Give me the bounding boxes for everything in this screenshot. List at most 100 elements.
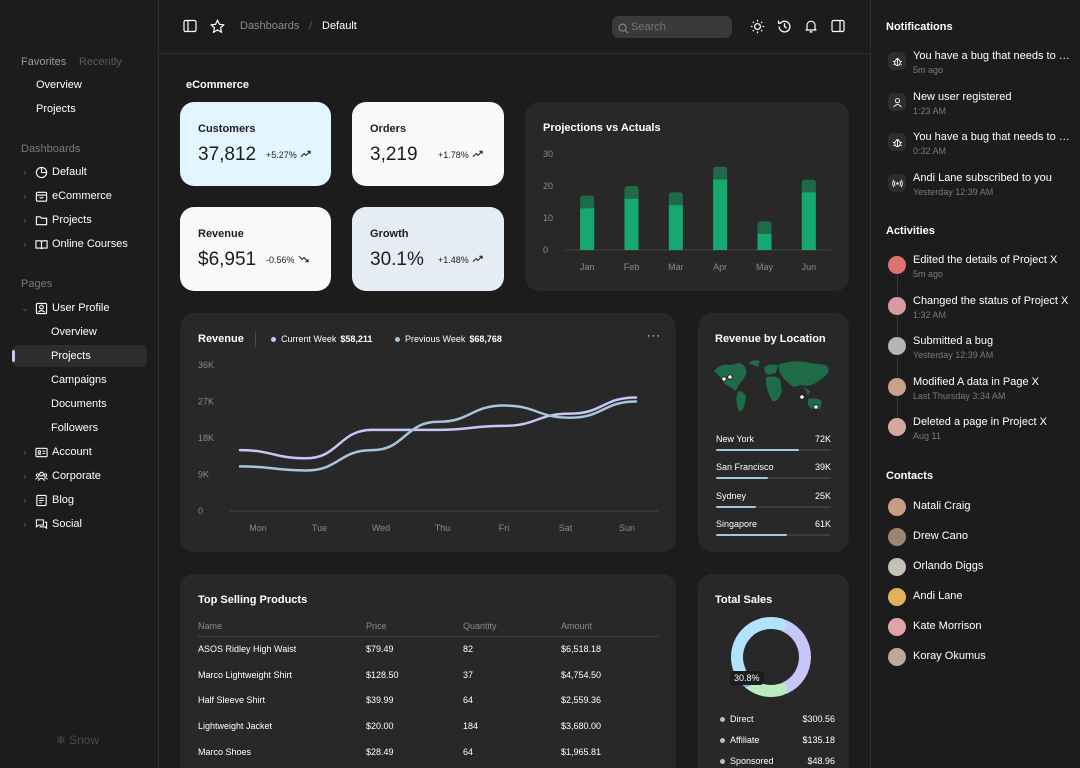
chevron-down-icon: ⌄ [21,302,29,313]
table-row[interactable]: Lightweight Jacket $20.00 184 $3,680.00 [198,713,659,739]
sidebar-item-account[interactable]: › Account [0,441,146,463]
sidebar-item-blog[interactable]: › Blog [0,489,146,511]
notification-item[interactable]: New user registered 1:23 AM [886,91,1076,127]
sidebar-item-label: Documents [51,398,107,410]
legend-sponsored: Sponsored $48.96 [720,756,835,766]
stat-label: Customers [198,123,256,135]
contact-name: Koray Okumus [913,650,986,662]
notification-item[interactable]: You have a bug that needs to be fixed 5m… [886,50,1076,86]
table-row[interactable]: ASOS Ridley High Waist $79.49 82 $6,518.18 [198,636,659,662]
notification-text: You have a bug that needs to be fixed [913,50,1075,62]
stat-card-customers[interactable]: Customers 37,812 +5.27% [180,102,331,186]
notification-item[interactable]: Andi Lane subscribed to you Yesterday 12… [886,172,1076,208]
stat-label: Growth [370,228,409,240]
chevron-right-icon: › [23,495,27,505]
column-header[interactable]: Price [366,616,463,637]
table-row[interactable]: Marco Lightweight Shirt $128.50 37 $4,754.5… [198,662,659,688]
contact-item[interactable]: Natali Craig [886,497,1076,517]
contact-name: Drew Cano [913,530,969,542]
activity-time: Aug 11 [913,431,941,441]
sidebar-item-projects[interactable]: › Projects [0,209,146,231]
favorite-overview[interactable]: Overview [0,74,146,96]
search-input[interactable] [631,19,726,35]
sun-icon[interactable] [749,18,765,34]
sidebar-item-corporate[interactable]: › Corporate [0,465,146,487]
search-box[interactable] [612,16,732,38]
contact-item[interactable]: Kate Morrison [886,617,1076,637]
sidebar-item-default[interactable]: › Default [0,161,146,183]
x-tick-label: May [756,262,774,272]
book-open-icon [34,237,48,251]
donut-slice [731,617,787,676]
more-options-icon[interactable]: ··· [647,330,661,342]
activity-item[interactable]: Deleted a page in Project X Aug 11 [886,416,1076,452]
notification-time: 1:23 AM [913,106,947,116]
divider [255,331,256,347]
stat-change: -0.56% [266,255,309,265]
notification-item[interactable]: You have a bug that needs to be fixed 0:… [886,131,1076,167]
chevron-right-icon: › [23,519,27,529]
history-icon[interactable] [776,18,792,34]
activity-item[interactable]: Edited the details of Project X 5m ago [886,254,1076,290]
trend-down-icon [298,255,309,265]
sidebar-subitem-campaigns[interactable]: Campaigns [0,369,146,391]
activity-time: 1:32 AM [913,310,947,320]
y-tick-label: 9K [198,470,209,480]
stat-card-growth[interactable]: Growth 30.1% +1.48% [352,207,504,291]
contact-item[interactable]: Andi Lane [886,587,1076,607]
sidebar-item-ecommerce[interactable]: › eCommerce [0,185,146,207]
column-header[interactable]: Amount [561,616,659,637]
activity-item[interactable]: Modified A data in Page X Last Thursday … [886,376,1076,412]
sidebar-subitem-followers[interactable]: Followers [0,417,146,439]
sidebar-subitem-projects[interactable]: Projects [12,345,147,367]
sidebar-item-user-profile[interactable]: ⌄ User Profile [0,297,146,319]
contact-item[interactable]: Koray Okumus [886,647,1076,667]
bar [668,205,683,250]
contacts-title: Contacts [886,470,934,482]
stat-card-revenue[interactable]: Revenue $6,951 -0.56% [180,207,331,291]
sidebar-item-label: User Profile [52,302,110,314]
total-sales-card: Total Sales 30.8% Direct $300.56 Affiliat… [698,574,849,768]
sidebar-item-label: Followers [51,422,99,434]
y-tick-label: 18K [198,433,214,443]
legend-dot [271,336,276,342]
tab-favorites[interactable]: Favorites [21,56,67,68]
x-tick-label: Jan [580,262,595,272]
tab-recently[interactable]: Recently [79,56,122,68]
notification-text: Andi Lane subscribed to you [913,172,1052,184]
y-tick-label: 36K [198,360,214,370]
card-title: Top Selling Products [198,594,308,606]
document-icon [34,493,48,507]
location-bar [716,449,831,451]
search-icon [618,21,629,39]
stat-label: Revenue [198,228,244,240]
column-header[interactable]: Quantity [463,616,561,637]
contact-item[interactable]: Orlando Diggs [886,557,1076,577]
sidebar-item-social[interactable]: › Social [0,513,146,535]
activity-item[interactable]: Changed the status of Project X 1:32 AM [886,295,1076,331]
avatar [888,588,906,606]
sidebar-toggle-icon[interactable] [182,18,198,34]
legend-value: $300.56 [802,714,835,724]
panel-toggle-icon[interactable] [830,18,846,34]
column-header[interactable]: Name [198,616,366,637]
sidebar-subitem-overview[interactable]: Overview [0,321,146,343]
stat-card-orders[interactable]: Orders 3,219 +1.78% [352,102,504,186]
x-tick-label: Jun [802,262,817,272]
sidebar-subitem-documents[interactable]: Documents [0,393,146,415]
main-content: Dashboards / Default eCommerce Customers… [159,0,870,768]
sidebar-item-online-courses[interactable]: › Online Courses [0,233,146,255]
contact-item[interactable]: Drew Cano [886,527,1076,547]
timeline-connector [897,316,898,336]
notification-time: 5m ago [913,65,944,75]
activity-text: Edited the details of Project X [913,254,1058,266]
chevron-right-icon: › [23,239,27,249]
favorite-projects[interactable]: Projects [0,98,146,120]
table-row[interactable]: Marco Shoes $28.49 64 $1,965.81 [198,739,659,765]
activity-item[interactable]: Submitted a bug Yesterday 12:39 AM [886,335,1076,371]
breadcrumb-dashboards[interactable]: Dashboards [240,20,300,32]
bell-icon[interactable] [803,18,819,34]
star-icon[interactable] [209,18,225,34]
table-row[interactable]: Half Sleeve Shirt $39.99 64 $2,559.36 [198,687,659,713]
breadcrumb-default[interactable]: Default [322,20,357,32]
